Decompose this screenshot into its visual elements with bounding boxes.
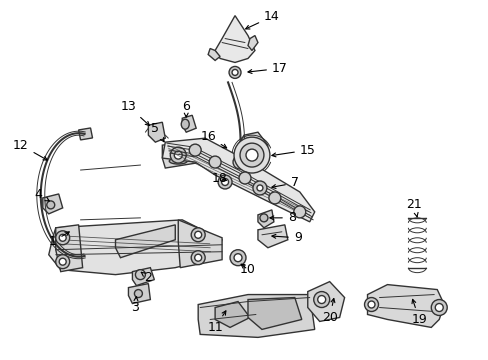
- Ellipse shape: [169, 158, 187, 164]
- Circle shape: [239, 172, 250, 184]
- Circle shape: [313, 292, 329, 307]
- Circle shape: [194, 254, 201, 261]
- Circle shape: [256, 185, 263, 191]
- Circle shape: [317, 296, 325, 303]
- Ellipse shape: [181, 119, 189, 129]
- Polygon shape: [258, 210, 273, 228]
- Circle shape: [268, 192, 280, 204]
- Polygon shape: [128, 284, 150, 303]
- Polygon shape: [367, 285, 443, 328]
- Circle shape: [221, 179, 228, 185]
- Polygon shape: [215, 15, 254, 62]
- Circle shape: [234, 254, 242, 262]
- Text: 20: 20: [321, 298, 337, 324]
- Circle shape: [209, 156, 221, 168]
- Circle shape: [191, 228, 205, 242]
- Circle shape: [240, 143, 264, 167]
- Circle shape: [367, 301, 374, 308]
- Circle shape: [252, 181, 266, 195]
- Text: 8: 8: [269, 211, 295, 224]
- Polygon shape: [307, 282, 344, 321]
- Text: 21: 21: [406, 198, 421, 217]
- Polygon shape: [79, 128, 92, 140]
- Circle shape: [233, 155, 246, 169]
- Text: 9: 9: [271, 231, 301, 244]
- Circle shape: [260, 214, 267, 222]
- Polygon shape: [115, 225, 175, 258]
- Text: 7: 7: [271, 176, 298, 189]
- Circle shape: [434, 303, 442, 311]
- Circle shape: [236, 159, 243, 166]
- Text: 16: 16: [200, 130, 226, 148]
- Polygon shape: [208, 49, 220, 60]
- Circle shape: [191, 251, 205, 265]
- Polygon shape: [132, 268, 154, 285]
- Circle shape: [229, 250, 245, 266]
- Circle shape: [228, 67, 241, 78]
- Text: 14: 14: [245, 10, 279, 29]
- Circle shape: [430, 300, 447, 315]
- Polygon shape: [79, 250, 92, 262]
- Circle shape: [364, 298, 378, 311]
- Circle shape: [135, 270, 145, 280]
- Text: 18: 18: [212, 171, 227, 185]
- Circle shape: [134, 289, 142, 298]
- Text: 1: 1: [49, 232, 69, 248]
- Circle shape: [218, 175, 232, 189]
- Polygon shape: [42, 194, 62, 214]
- Text: 12: 12: [13, 139, 47, 160]
- Polygon shape: [49, 220, 222, 275]
- Text: 15: 15: [271, 144, 315, 157]
- Text: 11: 11: [207, 311, 225, 334]
- Text: 5: 5: [151, 122, 164, 142]
- Ellipse shape: [169, 146, 187, 152]
- Polygon shape: [178, 220, 222, 268]
- Circle shape: [59, 258, 66, 265]
- Circle shape: [59, 234, 66, 241]
- Text: 6: 6: [182, 100, 190, 117]
- Text: 2: 2: [141, 271, 152, 284]
- Circle shape: [293, 206, 305, 218]
- Circle shape: [56, 255, 69, 269]
- Text: 10: 10: [240, 263, 255, 276]
- Polygon shape: [258, 225, 287, 248]
- Circle shape: [245, 149, 258, 161]
- Polygon shape: [247, 298, 301, 329]
- Text: 19: 19: [410, 300, 427, 326]
- Circle shape: [56, 231, 69, 245]
- Circle shape: [47, 201, 55, 209]
- Circle shape: [232, 69, 238, 75]
- Text: 3: 3: [131, 297, 139, 314]
- Polygon shape: [182, 115, 196, 132]
- Polygon shape: [162, 138, 314, 222]
- Text: 13: 13: [121, 100, 149, 126]
- Circle shape: [234, 137, 269, 173]
- Polygon shape: [247, 36, 258, 50]
- Circle shape: [170, 147, 186, 163]
- Polygon shape: [215, 302, 249, 328]
- Text: 17: 17: [247, 62, 287, 75]
- Polygon shape: [148, 122, 165, 142]
- Polygon shape: [235, 132, 267, 172]
- Polygon shape: [56, 225, 82, 272]
- Circle shape: [189, 144, 201, 156]
- Polygon shape: [198, 294, 314, 337]
- Text: 4: 4: [35, 188, 49, 202]
- Circle shape: [194, 231, 201, 238]
- Circle shape: [174, 151, 182, 159]
- Polygon shape: [162, 140, 202, 168]
